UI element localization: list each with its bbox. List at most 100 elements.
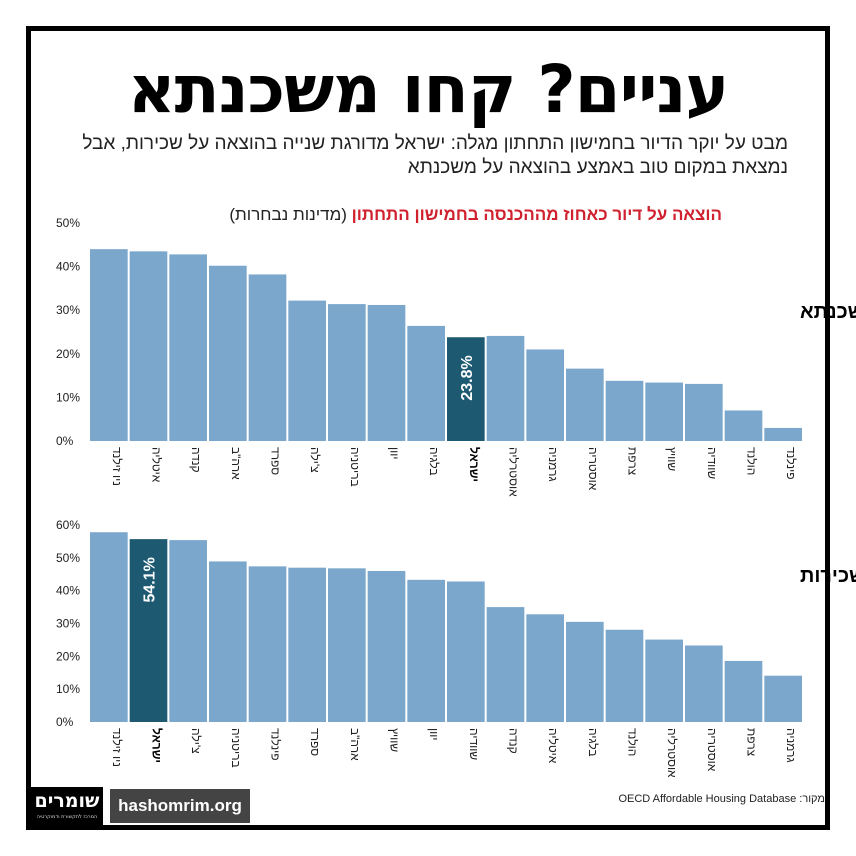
category-label: ארה"ב: [229, 447, 243, 480]
bar: [645, 639, 683, 722]
category-label: שוודיה: [705, 447, 719, 479]
y-tick-label: 10%: [56, 390, 80, 404]
site-link[interactable]: hashomrim.org: [110, 789, 250, 823]
bar: [248, 566, 287, 722]
category-label: ישראל: [467, 447, 481, 482]
y-tick-label: 10%: [56, 682, 80, 696]
category-label: שוודיה: [467, 728, 481, 760]
y-tick-label: 40%: [56, 584, 80, 598]
logo-text: שומרים: [34, 790, 100, 812]
category-label: ניו זילנד: [110, 728, 124, 767]
category-label: צרפת: [626, 447, 640, 476]
bar: [407, 579, 445, 722]
bar: [685, 645, 723, 722]
bar: [605, 380, 644, 441]
category-label: בלגיה: [586, 728, 600, 757]
bar: [209, 265, 247, 441]
bar: [367, 304, 406, 441]
y-tick-label: 20%: [56, 649, 80, 663]
category-label: צרפת: [745, 728, 759, 757]
bar: [90, 249, 128, 441]
category-label: אוסטריה: [705, 728, 719, 772]
y-tick-label: 40%: [56, 260, 80, 274]
panel-label: משכנתא: [800, 301, 856, 323]
page-title: עניים? קחו משכנתא: [127, 51, 730, 128]
bar: [724, 660, 763, 722]
category-label: צ'ילה: [308, 447, 322, 473]
panel-label: שכירות: [800, 565, 856, 587]
bar: [288, 567, 326, 722]
y-tick-label: 50%: [56, 551, 80, 565]
bar: [724, 410, 763, 441]
category-label: פינלנד: [784, 447, 798, 480]
bar: [129, 539, 168, 722]
category-label: ספרד: [308, 728, 322, 756]
bar: [566, 621, 604, 722]
bar: [129, 251, 168, 441]
category-label: יוון: [388, 447, 402, 459]
category-label: ניו זילנד: [110, 447, 124, 486]
category-label: גרמניה: [784, 728, 798, 763]
category-label: ספרד: [269, 447, 283, 475]
category-label: פינלנד: [269, 728, 283, 761]
category-label: בריטניה: [229, 728, 243, 768]
bar: [169, 254, 207, 441]
category-label: שוויץ: [665, 447, 679, 471]
chart-heading-main: הוצאה על דיור כאחוז מההכנסה בחמישון התחת…: [351, 205, 722, 224]
subtitle: מבט על יוקר הדיור בחמישון התחתון מגלה: י…: [82, 133, 788, 178]
bar: [328, 568, 366, 722]
bar: [248, 274, 287, 441]
bar: [328, 304, 366, 441]
category-label: הולנד: [745, 447, 759, 475]
bar: [526, 349, 564, 441]
category-label: ארה"ב: [348, 728, 362, 761]
category-label: ישראל: [150, 728, 164, 763]
category-label: יוון: [427, 728, 441, 740]
y-tick-label: 50%: [56, 216, 80, 230]
category-label: גרמניה: [546, 447, 560, 482]
y-tick-label: 30%: [56, 617, 80, 631]
category-label: קנדה: [189, 447, 203, 473]
category-label: קנדה: [507, 728, 521, 754]
category-label: איטליה: [150, 447, 164, 483]
bar: [605, 629, 644, 722]
category-label: אוסטרליה: [665, 728, 679, 778]
highlight-value-label: 54.1%: [142, 557, 159, 602]
bar: [486, 607, 525, 722]
bar: [764, 427, 802, 441]
bar: [169, 540, 207, 722]
chart-heading-note: (מדינות נבחרות): [229, 205, 347, 224]
category-label: איטליה: [546, 728, 560, 764]
bar: [764, 675, 802, 722]
category-label: אוסטרליה: [507, 447, 521, 497]
highlight-value-label: 23.8%: [459, 355, 476, 400]
bar: [566, 368, 604, 441]
y-tick-label: 0%: [56, 715, 74, 729]
y-tick-label: 60%: [56, 518, 80, 532]
y-tick-label: 30%: [56, 303, 80, 317]
category-label: אוסטריה: [586, 447, 600, 491]
logo-subtext: המרכז לתקשורת ודמוקרטיה: [36, 814, 98, 820]
category-label: בריטניה: [348, 447, 362, 487]
chart-heading: הוצאה על דיור כאחוז מההכנסה בחמישון התחת…: [229, 205, 722, 225]
bar: [209, 561, 247, 722]
bar: [367, 570, 406, 722]
shomrim-logo[interactable]: שומרים המרכז לתקשורת ודמוקרטיה: [31, 787, 103, 825]
category-label: צ'ילה: [189, 728, 203, 754]
bar: [645, 382, 683, 441]
bar: [685, 383, 723, 441]
category-label: בלגיה: [427, 447, 441, 476]
bar: [288, 300, 326, 441]
bar: [486, 335, 525, 441]
source-note: מקור: OECD Affordable Housing Database: [618, 793, 825, 805]
y-tick-label: 20%: [56, 347, 80, 361]
category-label: הולנד: [626, 728, 640, 756]
category-label: שוויץ: [388, 728, 402, 752]
bar: [526, 614, 564, 722]
bar: [447, 337, 485, 441]
bar: [407, 325, 445, 441]
bar: [447, 581, 485, 722]
y-tick-label: 0%: [56, 434, 74, 448]
bar: [90, 532, 128, 722]
